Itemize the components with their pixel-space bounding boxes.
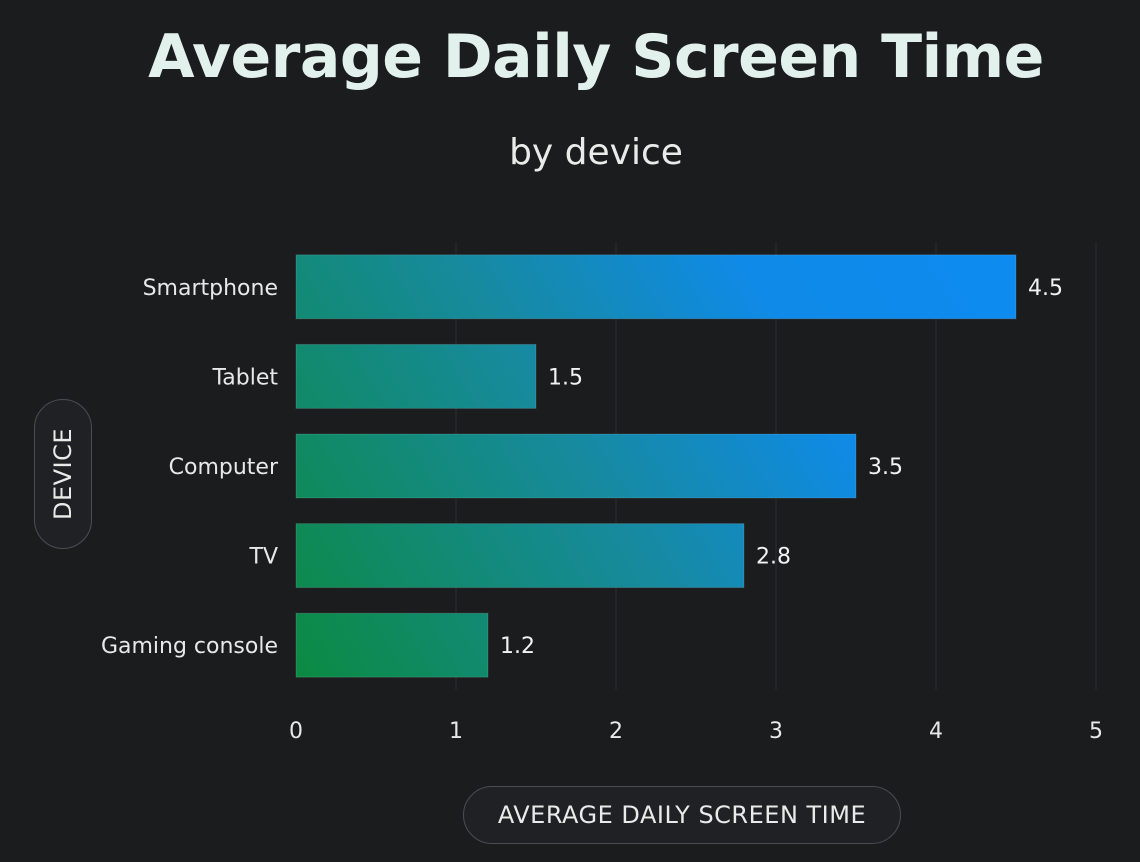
- bar: [295, 343, 537, 409]
- y-tick-label: Tablet: [211, 365, 278, 390]
- data-label: 3.5: [868, 455, 903, 480]
- y-tick-label: Gaming console: [101, 634, 278, 659]
- x-tick-label: 3: [769, 719, 783, 744]
- y-axis-label-text: DEVICE: [49, 427, 77, 521]
- y-tick-label: Smartphone: [143, 276, 278, 301]
- labels: 0 1 2 3 4 5 Smartphone 4.5 Tablet 1.5 Computer 3.5 T…: [101, 276, 1103, 744]
- bar: [295, 612, 489, 678]
- y-tick-label: TV: [249, 545, 279, 570]
- x-tick-label: 0: [289, 719, 303, 744]
- x-tick-label: 5: [1089, 719, 1103, 744]
- data-label: 1.5: [548, 365, 583, 390]
- data-label: 4.5: [1028, 276, 1063, 301]
- chart-title: Average Daily Screen Time: [148, 22, 1044, 92]
- data-label: 1.2: [500, 634, 535, 659]
- data-label: 2.8: [756, 545, 791, 570]
- y-axis-label: DEVICE: [34, 399, 92, 549]
- bar: [295, 433, 857, 499]
- bar: [295, 254, 1017, 320]
- x-tick-label: 4: [929, 719, 943, 744]
- bars: [295, 254, 1017, 678]
- x-axis-label: AVERAGE DAILY SCREEN TIME: [463, 786, 901, 844]
- x-tick-label: 1: [449, 719, 463, 744]
- x-tick-label: 2: [609, 719, 623, 744]
- chart-subtitle: by device: [509, 132, 683, 173]
- y-tick-label: Computer: [169, 455, 279, 480]
- bar: [295, 523, 745, 589]
